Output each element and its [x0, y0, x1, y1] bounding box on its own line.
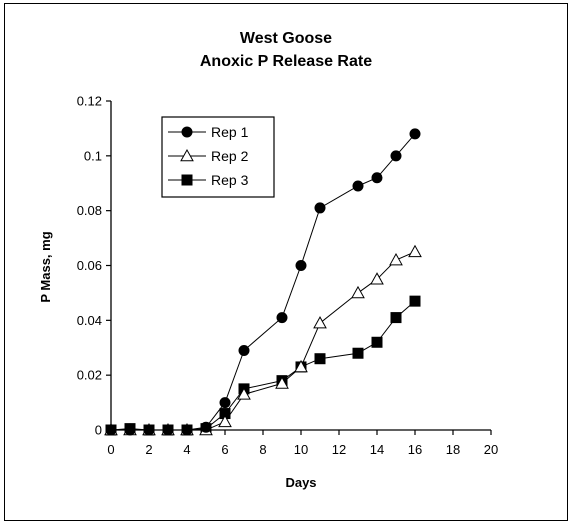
data-point [124, 424, 136, 436]
data-point [352, 180, 364, 192]
x-tick-label: 14 [370, 442, 384, 457]
data-point [351, 285, 365, 299]
data-point [313, 316, 327, 329]
data-point [352, 347, 364, 359]
data-point [314, 353, 326, 365]
series-rep-1 [105, 128, 421, 436]
x-tick-label: 8 [259, 442, 266, 457]
data-point [218, 414, 232, 428]
y-axis-label: P Mass, mg [38, 231, 53, 302]
data-point [162, 424, 174, 436]
data-point [371, 336, 383, 348]
chart-frame [4, 3, 568, 521]
x-tick-label: 6 [221, 442, 228, 457]
y-tick-label: 0 [95, 423, 102, 438]
data-point [390, 150, 402, 162]
chart-title-line-2: Anoxic P Release Rate [200, 53, 372, 70]
data-point [314, 202, 326, 214]
data-point [370, 272, 384, 285]
data-point [237, 387, 251, 400]
data-point [105, 424, 117, 436]
y-tick-label: 0.1 [84, 148, 102, 163]
data-point [143, 424, 155, 436]
legend-marker [181, 126, 193, 138]
data-point [294, 359, 308, 373]
data-point [371, 172, 383, 184]
data-point [181, 424, 193, 436]
x-tick-label: 20 [484, 442, 498, 457]
data-point [238, 344, 250, 356]
chart-title-line-1: West Goose [240, 30, 332, 47]
series-layer [104, 128, 422, 436]
y-tick-label: 0.04 [77, 313, 102, 328]
data-point [275, 376, 289, 389]
axes: 0 0.02 0.04 0.06 0.08 0.1 0.12 0 2 4 6 8 10 12 14 16 18 2… [77, 94, 499, 458]
data-point [409, 295, 421, 307]
data-point [276, 312, 288, 324]
y-tick-label: 0.02 [77, 368, 102, 383]
legend-marker [181, 174, 193, 186]
x-tick-label: 12 [332, 442, 346, 457]
x-tick-label: 0 [107, 442, 114, 457]
data-point [389, 252, 403, 266]
data-point [390, 312, 402, 324]
y-tick-label: 0.08 [77, 203, 102, 218]
legend: Rep 1 Rep 2 Rep 3 [161, 116, 275, 198]
x-tick-label: 2 [145, 442, 152, 457]
series-line [111, 251, 416, 431]
x-tick-label: 16 [408, 442, 422, 457]
series-line [110, 300, 416, 431]
x-axis-label: Days [285, 475, 316, 490]
data-point [408, 244, 422, 258]
data-point [219, 397, 231, 409]
legend-label: Rep 3 [211, 172, 249, 188]
x-tick-label: 18 [446, 442, 460, 457]
series-rep-3 [105, 295, 421, 436]
legend-label: Rep 1 [211, 124, 249, 140]
x-tick-label: 10 [294, 442, 308, 457]
y-tick-label: 0.12 [77, 94, 102, 109]
y-tick-label: 0.06 [77, 258, 102, 273]
legend-marker [180, 148, 194, 162]
data-point [295, 260, 307, 271]
legend-box [161, 116, 275, 198]
legend-label: Rep 2 [211, 148, 249, 164]
x-tick-label: 4 [183, 442, 190, 457]
data-point [409, 128, 421, 140]
data-point [200, 421, 212, 433]
